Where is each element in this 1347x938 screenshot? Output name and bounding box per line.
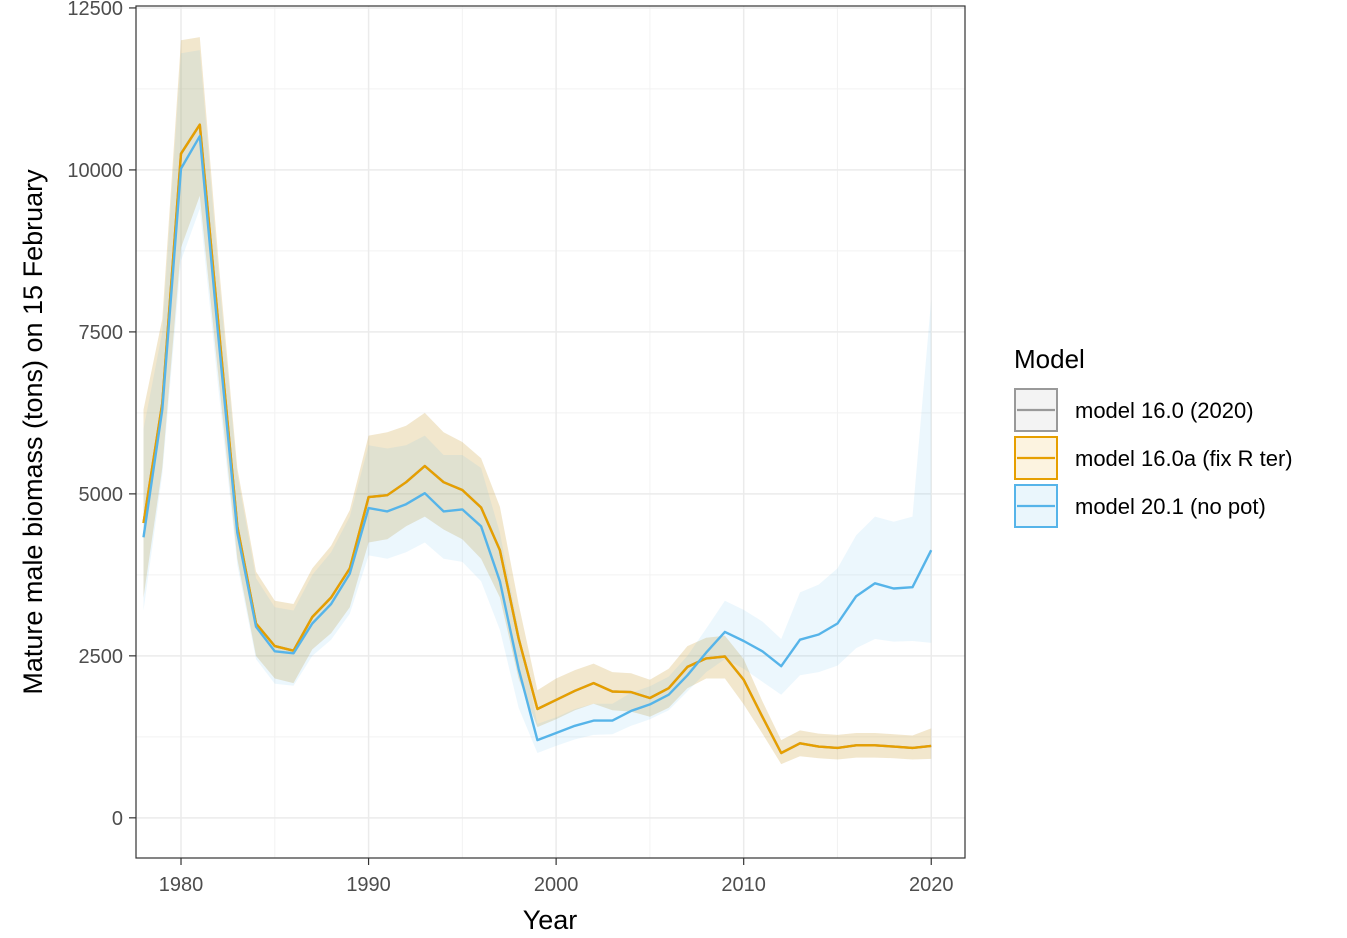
legend-title: Model [1014, 344, 1085, 374]
x-axis-title: Year [523, 905, 578, 935]
y-tick-label: 12500 [67, 0, 123, 20]
x-axis: 1980 1990 2000 2010 2020 [159, 858, 954, 896]
x-tick-label: 1990 [346, 874, 391, 896]
y-tick-label: 2500 [79, 646, 124, 668]
x-tick-label: 1980 [159, 874, 204, 896]
major-gridlines [136, 6, 965, 858]
y-axis-title: Mature male biomass (tons) on 15 Februar… [18, 169, 48, 695]
x-tick-label: 2010 [721, 874, 766, 896]
series-line [142, 123, 932, 755]
legend-label: model 16.0 (2020) [1075, 398, 1254, 423]
legend-label: model 20.1 (no pot) [1075, 494, 1266, 519]
y-axis: 0 2500 5000 7500 10000 12500 [67, 0, 136, 830]
confidence-ribbon [143, 50, 932, 754]
y-tick-label: 7500 [79, 322, 124, 344]
y-tick-label: 0 [112, 808, 123, 830]
x-tick-label: 2000 [534, 874, 579, 896]
plot-panel-border [135, 5, 966, 859]
legend-label: model 16.0a (fix R ter) [1075, 446, 1293, 471]
series-line [142, 134, 933, 742]
y-tick-label: 10000 [67, 160, 123, 182]
legend: Model model 16.0 (2020) model 16.0a (fix … [1014, 344, 1293, 528]
minor-gridlines [136, 6, 965, 858]
x-tick-label: 2020 [909, 874, 954, 896]
series-lines [142, 123, 933, 755]
y-tick-label: 5000 [79, 484, 124, 506]
plot-background [136, 6, 965, 858]
